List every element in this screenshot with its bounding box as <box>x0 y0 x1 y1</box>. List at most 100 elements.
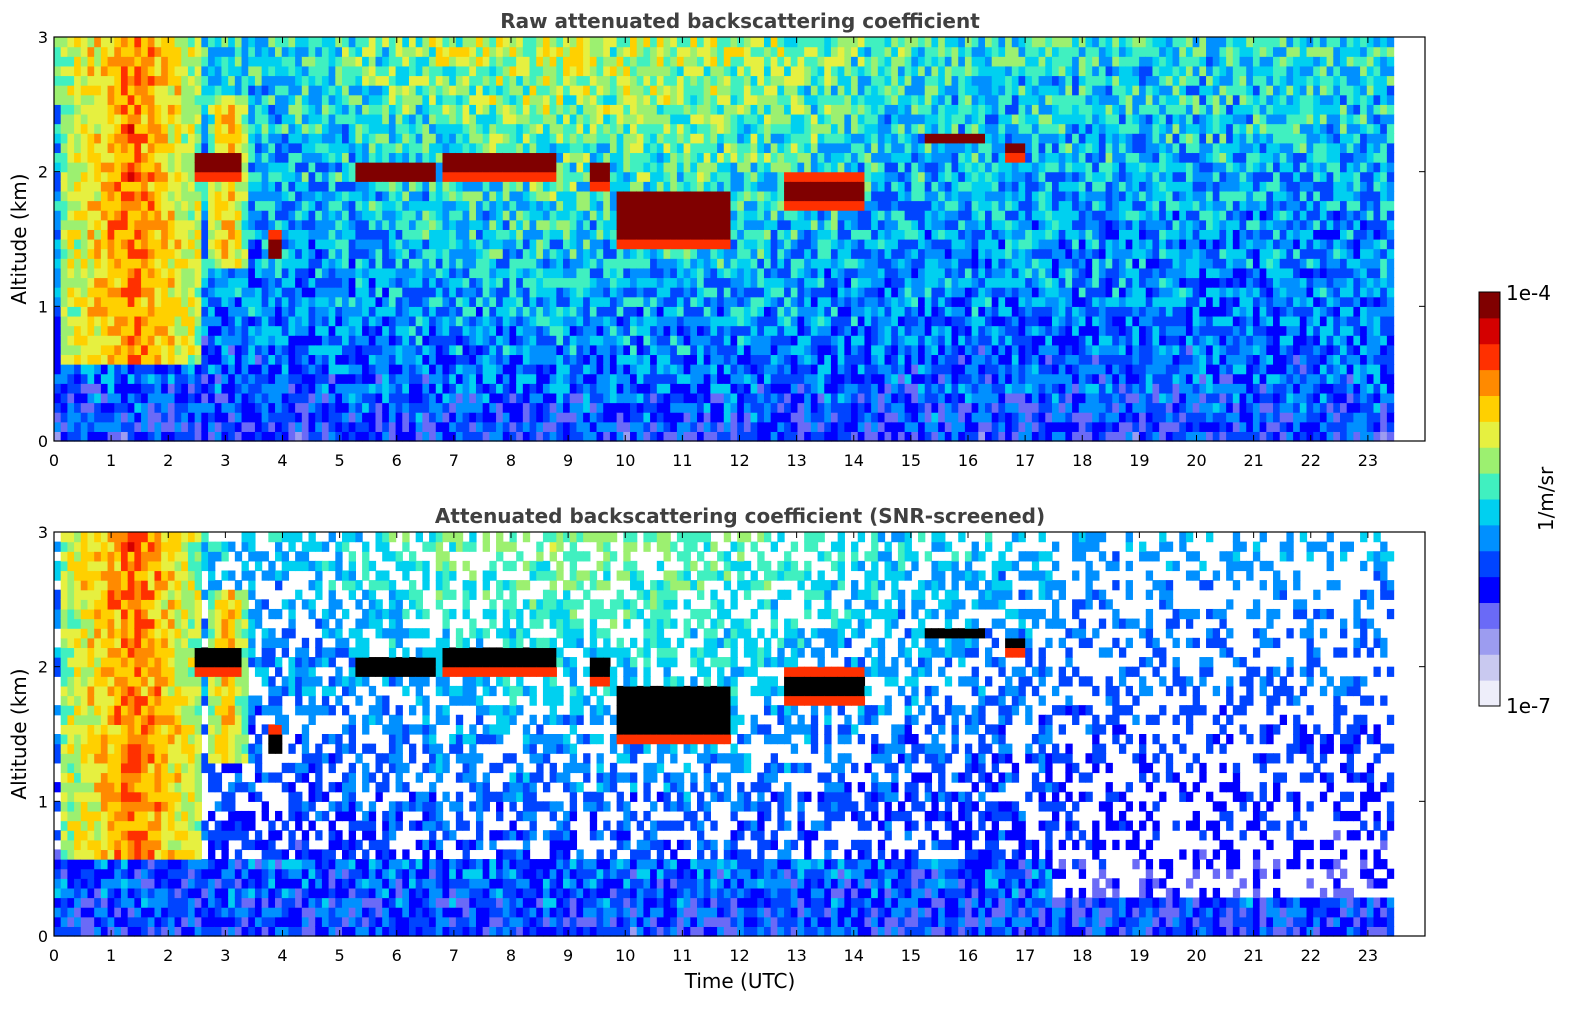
heatmap-cell <box>228 306 236 317</box>
heatmap-cell <box>127 75 135 86</box>
heatmap-cell <box>536 133 544 144</box>
heatmap-cell <box>87 431 95 442</box>
heatmap-cell <box>422 412 430 423</box>
heatmap-cell <box>194 402 202 413</box>
heatmap-cell <box>797 373 805 384</box>
heatmap-cell <box>248 277 256 288</box>
heatmap-cell <box>147 56 156 67</box>
heatmap-cell <box>429 306 437 317</box>
heatmap-cell <box>697 85 705 96</box>
heatmap-cell <box>415 335 423 346</box>
heatmap-cell <box>723 200 732 211</box>
heatmap-cell <box>717 248 725 259</box>
heatmap-cell <box>797 181 805 192</box>
heatmap-cell <box>817 162 825 173</box>
heatmap-cell <box>268 142 276 154</box>
heatmap-cell <box>275 190 283 202</box>
heatmap-cell <box>248 94 256 105</box>
heatmap-cell <box>616 94 624 105</box>
heatmap-cell <box>87 94 95 105</box>
heatmap-cell <box>576 190 584 202</box>
heatmap-cell <box>844 75 852 86</box>
heatmap-cell <box>810 104 819 115</box>
heatmap-cell <box>328 219 336 230</box>
heatmap-cell <box>120 113 129 125</box>
heatmap-cell <box>147 306 156 317</box>
heatmap-cell <box>187 210 196 221</box>
heatmap-cell <box>603 123 611 134</box>
heatmap-cell <box>154 383 162 394</box>
heatmap-cell <box>844 325 852 336</box>
heatmap-cell <box>650 75 658 86</box>
heatmap-cell <box>623 133 631 144</box>
heatmap-cell <box>174 383 182 394</box>
heatmap-cell <box>388 402 397 413</box>
heatmap-cell <box>194 421 202 432</box>
heatmap-cell <box>415 344 423 356</box>
heatmap-cell <box>589 431 598 442</box>
heatmap-cell <box>167 181 176 192</box>
heatmap-cell <box>596 248 604 259</box>
heatmap-cell <box>107 421 115 432</box>
heatmap-cell <box>94 373 102 384</box>
heatmap-cell <box>221 402 229 413</box>
heatmap-cell <box>737 315 745 327</box>
heatmap-cell <box>804 277 812 288</box>
heatmap-cell <box>609 315 618 327</box>
heatmap-cell <box>355 152 363 163</box>
heatmap-cell <box>844 402 852 413</box>
heatmap-cell <box>670 402 678 413</box>
heatmap-cell <box>462 267 470 279</box>
heatmap-cell <box>107 133 115 144</box>
heatmap-cell <box>797 37 805 48</box>
heatmap-cell <box>127 315 135 327</box>
heatmap-cell <box>54 162 62 173</box>
heatmap-cell <box>710 421 718 432</box>
heatmap-cell <box>770 46 778 57</box>
heatmap-cell <box>388 190 397 202</box>
heatmap-cell <box>469 46 477 57</box>
heatmap-cell <box>824 37 832 48</box>
heatmap-cell <box>817 267 825 279</box>
heatmap-cell <box>482 344 490 356</box>
heatmap-cell <box>54 267 62 279</box>
heatmap-cell <box>261 210 269 221</box>
heatmap-cell <box>254 152 263 163</box>
heatmap-cell <box>141 267 149 279</box>
heatmap-cell <box>435 200 444 211</box>
heatmap-cell <box>630 277 638 288</box>
heatmap-cell <box>181 85 189 96</box>
heatmap-cell <box>268 421 276 432</box>
heatmap-cell <box>623 171 631 182</box>
heatmap-cell <box>321 392 330 404</box>
heatmap-cell <box>703 277 711 288</box>
heatmap-cell <box>295 210 303 221</box>
heatmap-cell <box>784 171 792 182</box>
heatmap-cell <box>623 402 631 413</box>
heatmap-cell <box>516 296 524 307</box>
heatmap-cell <box>328 306 336 317</box>
heatmap-cell <box>408 315 417 327</box>
heatmap-cell <box>509 219 517 230</box>
heatmap-cell <box>482 65 490 77</box>
heatmap-cell <box>475 325 484 336</box>
heatmap-cell <box>94 383 102 394</box>
heatmap-cell <box>67 421 75 432</box>
heatmap-cell <box>388 296 397 307</box>
heatmap-cell <box>737 46 745 57</box>
heatmap-cell <box>275 296 283 307</box>
heatmap-cell <box>804 133 812 144</box>
heatmap-cell <box>241 267 249 279</box>
heatmap-cell <box>469 142 477 154</box>
heatmap-cell <box>321 190 330 202</box>
heatmap-cell <box>107 315 115 327</box>
heatmap-cell <box>623 229 631 240</box>
heatmap-cell <box>375 75 383 86</box>
heatmap-cell <box>690 123 698 134</box>
heatmap-cell <box>482 133 490 144</box>
heatmap-cell <box>87 152 95 163</box>
heatmap-cell <box>174 75 182 86</box>
heatmap-cell <box>777 402 785 413</box>
heatmap-cell <box>844 200 852 211</box>
heatmap-cell <box>442 104 450 115</box>
